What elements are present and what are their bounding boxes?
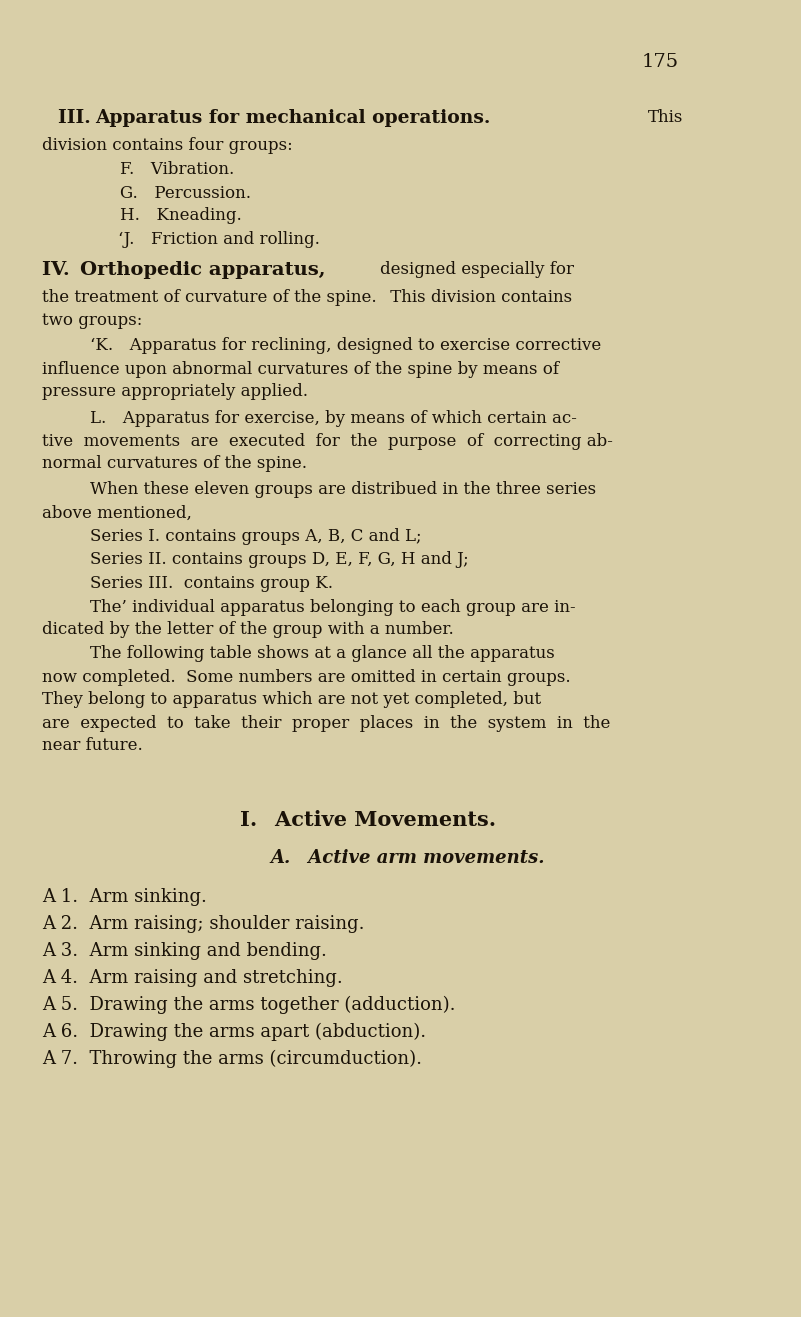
Text: They belong to apparatus which are not yet completed, but: They belong to apparatus which are not y…: [42, 691, 541, 709]
Text: I.  Active Movements.: I. Active Movements.: [240, 810, 496, 830]
Text: H. Kneading.: H. Kneading.: [120, 208, 242, 224]
Text: are  expected  to  take  their  proper  places  in  the  system  in  the: are expected to take their proper places…: [42, 715, 610, 731]
Text: A. Active arm movements.: A. Active arm movements.: [270, 849, 545, 867]
Text: dicated by the letter of the group with a number.: dicated by the letter of the group with …: [42, 622, 453, 639]
Text: This: This: [648, 109, 683, 126]
Text: When these eleven groups are distribued in the three series: When these eleven groups are distribued …: [90, 482, 596, 499]
Text: ‘J. Friction and rolling.: ‘J. Friction and rolling.: [118, 230, 320, 248]
Text: near future.: near future.: [42, 738, 143, 755]
Text: influence upon abnormal curvatures of the spine by means of: influence upon abnormal curvatures of th…: [42, 361, 559, 378]
Text: A 4.  Arm raising and stretching.: A 4. Arm raising and stretching.: [42, 969, 343, 986]
Text: A 7.  Throwing the arms (circumduction).: A 7. Throwing the arms (circumduction).: [42, 1050, 422, 1068]
Text: IV.: IV.: [42, 261, 79, 279]
Text: Orthopedic apparatus,: Orthopedic apparatus,: [80, 261, 325, 279]
Text: A 2.  Arm raising; shoulder raising.: A 2. Arm raising; shoulder raising.: [42, 915, 364, 932]
Text: Series III.  contains group K.: Series III. contains group K.: [90, 574, 333, 591]
Text: designed especially for: designed especially for: [380, 262, 574, 278]
Text: A 6.  Drawing the arms apart (abduction).: A 6. Drawing the arms apart (abduction).: [42, 1023, 426, 1042]
Text: A 1.  Arm sinking.: A 1. Arm sinking.: [42, 888, 207, 906]
Text: 175: 175: [642, 53, 678, 71]
Text: the treatment of curvature of the spine.  This division contains: the treatment of curvature of the spine.…: [42, 288, 572, 306]
Text: The’ individual apparatus belonging to each group are in-: The’ individual apparatus belonging to e…: [90, 598, 576, 615]
Text: G. Percussion.: G. Percussion.: [120, 184, 251, 202]
Text: above mentioned,: above mentioned,: [42, 504, 192, 522]
Text: L. Apparatus for exercise, by means of which certain ac-: L. Apparatus for exercise, by means of w…: [90, 410, 577, 427]
Text: normal curvatures of the spine.: normal curvatures of the spine.: [42, 456, 307, 473]
Text: A 3.  Arm sinking and bending.: A 3. Arm sinking and bending.: [42, 942, 327, 960]
Text: pressure appropriately applied.: pressure appropriately applied.: [42, 383, 308, 400]
Text: Apparatus for mechanical operations.: Apparatus for mechanical operations.: [95, 109, 490, 126]
Text: now completed.  Some numbers are omitted in certain groups.: now completed. Some numbers are omitted …: [42, 669, 570, 686]
Text: The following table shows at a glance all the apparatus: The following table shows at a glance al…: [90, 645, 555, 662]
Text: F. Vibration.: F. Vibration.: [120, 162, 234, 179]
Text: Series I. contains groups A, B, C and L;: Series I. contains groups A, B, C and L;: [90, 528, 421, 545]
Text: tive  movements  are  executed  for  the  purpose  of  correcting ab-: tive movements are executed for the purp…: [42, 432, 613, 449]
Text: division contains four groups:: division contains four groups:: [42, 137, 292, 154]
Text: ʻK. Apparatus for reclining, designed to exercise corrective: ʻK. Apparatus for reclining, designed to…: [90, 337, 602, 354]
Text: III.: III.: [58, 109, 100, 126]
Text: Series II. contains groups D, E, F, G, H and J;: Series II. contains groups D, E, F, G, H…: [90, 552, 469, 569]
Text: A 5.  Drawing the arms together (adduction).: A 5. Drawing the arms together (adductio…: [42, 996, 456, 1014]
Text: two groups:: two groups:: [42, 312, 143, 328]
